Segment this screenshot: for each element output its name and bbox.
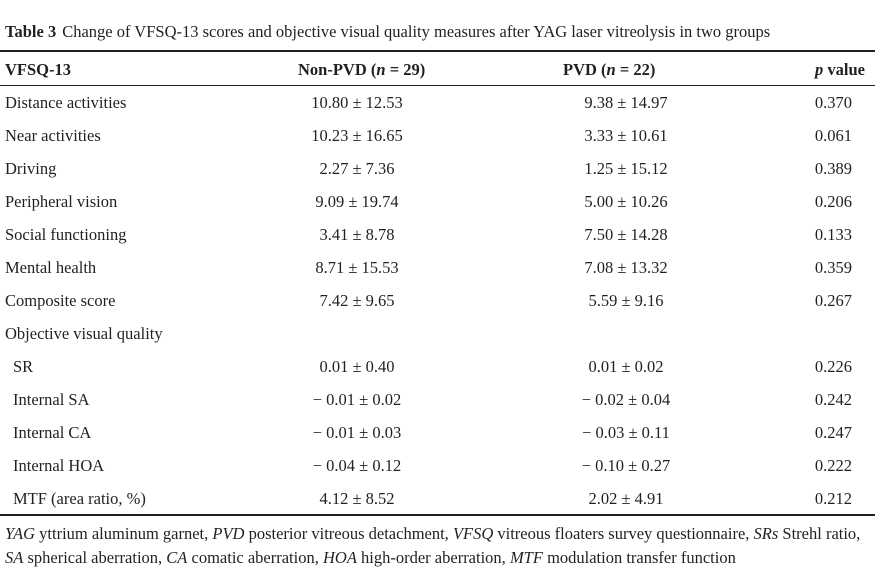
footnote-definition: comatic aberration, — [187, 548, 323, 567]
row-label: MTF (area ratio, %) — [13, 489, 146, 508]
top-rule — [0, 50, 875, 52]
p-value: 0.226 — [814, 357, 852, 376]
pvd-value: − 0.10 ± 0.27 — [581, 456, 671, 475]
pvd-value: 9.38 ± 14.97 — [584, 93, 668, 112]
pvd-value: 2.02 ± 4.91 — [588, 489, 664, 508]
row-label: Near activities — [5, 126, 101, 145]
footnote-abbr: MTF — [509, 548, 543, 567]
p-value: 0.370 — [814, 93, 852, 112]
non-pvd-value: 8.71 ± 15.53 — [315, 258, 399, 277]
pvd-value: 7.08 ± 13.32 — [584, 258, 668, 277]
header-p-value: p value — [815, 60, 865, 79]
row-label: Driving — [5, 159, 57, 178]
non-pvd-value: 9.09 ± 19.74 — [315, 192, 399, 211]
header-rule — [0, 85, 875, 86]
footnote-definition: vitreous floaters survey questionnaire, — [493, 524, 754, 543]
row-label: Composite score — [5, 291, 116, 310]
pvd-value: 0.01 ± 0.02 — [588, 357, 664, 376]
footnote-definition: modulation transfer function — [542, 548, 736, 567]
table-row: SR 0.01 ± 0.40 0.01 ± 0.02 0.226 — [0, 357, 875, 390]
p-value: 0.061 — [814, 126, 852, 145]
footnote-abbr: PVD — [212, 524, 245, 543]
non-pvd-value: 10.80 ± 12.53 — [311, 93, 403, 112]
footnote-definition: yttrium aluminum garnet, — [35, 524, 213, 543]
row-label: Distance activities — [5, 93, 127, 112]
non-pvd-value: − 0.04 ± 0.12 — [312, 456, 402, 475]
table-row: Internal CA − 0.01 ± 0.03 − 0.03 ± 0.11 0.2… — [0, 423, 875, 456]
footnote-abbr: HOA — [322, 548, 357, 567]
row-label: Mental health — [5, 258, 97, 277]
table-row: Objective visual quality — [0, 324, 875, 357]
p-value: 0.206 — [814, 192, 852, 211]
pvd-value: − 0.02 ± 0.04 — [581, 390, 671, 409]
non-pvd-value: 2.27 ± 7.36 — [319, 159, 395, 178]
table-row: MTF (area ratio, %) 4.12 ± 8.52 2.02 ± 4.9… — [0, 489, 875, 522]
p-value: 0.359 — [814, 258, 852, 277]
header-vfsq: VFSQ-13 — [5, 60, 71, 79]
row-label: Social functioning — [5, 225, 127, 244]
row-label: Objective visual quality — [5, 324, 163, 343]
non-pvd-value: − 0.01 ± 0.03 — [312, 423, 402, 442]
footnote-definition: posterior vitreous detachment, — [244, 524, 453, 543]
non-pvd-value: − 0.01 ± 0.02 — [312, 390, 402, 409]
non-pvd-value: 0.01 ± 0.40 — [319, 357, 395, 376]
table-row: Mental health 8.71 ± 15.53 7.08 ± 13.32 0.3… — [0, 258, 875, 291]
footnote-definition: high-order aberration, — [356, 548, 510, 567]
p-value: 0.212 — [814, 489, 852, 508]
table-label: Table 3 — [5, 22, 57, 41]
bottom-rule — [0, 514, 875, 516]
footnote-abbr: SA — [5, 548, 24, 567]
p-value: 0.267 — [814, 291, 852, 310]
non-pvd-value: 10.23 ± 16.65 — [311, 126, 403, 145]
row-label: Internal CA — [13, 423, 92, 442]
pvd-value: 7.50 ± 14.28 — [584, 225, 668, 244]
footnote-definition: spherical aberration, — [23, 548, 167, 567]
p-value: 0.247 — [814, 423, 852, 442]
non-pvd-value: 3.41 ± 8.78 — [319, 225, 395, 244]
p-value: 0.242 — [814, 390, 852, 409]
p-value: 0.133 — [814, 225, 852, 244]
non-pvd-value: 4.12 ± 8.52 — [319, 489, 395, 508]
table-row: Near activities 10.23 ± 16.65 3.33 ± 10.61… — [0, 126, 875, 159]
table-row: Driving 2.27 ± 7.36 1.25 ± 15.12 0.389 — [0, 159, 875, 192]
header-non-pvd: Non-PVD (n = 29) — [298, 60, 426, 79]
pvd-value: 5.00 ± 10.26 — [584, 192, 668, 211]
footnote-definition: Strehl ratio, — [778, 524, 861, 543]
pvd-value: 5.59 ± 9.16 — [588, 291, 664, 310]
row-label: Internal SA — [13, 390, 90, 409]
table-row: Composite score 7.42 ± 9.65 5.59 ± 9.16 0.2… — [0, 291, 875, 324]
row-label: Internal HOA — [13, 456, 105, 475]
footnote-abbr: CA — [166, 548, 188, 567]
table-caption: Table 3 Change of VFSQ-13 scores and obje… — [5, 22, 870, 42]
pvd-value: − 0.03 ± 0.11 — [582, 423, 670, 442]
table-footnote: YAG yttrium aluminum garnet, PVD posteri… — [5, 522, 870, 570]
non-pvd-value: 7.42 ± 9.65 — [319, 291, 395, 310]
footnote-abbr: SRs — [753, 524, 779, 543]
footnote-abbr: YAG — [5, 524, 36, 543]
pvd-value: 3.33 ± 10.61 — [584, 126, 668, 145]
row-label: Peripheral vision — [5, 192, 118, 211]
row-label: SR — [13, 357, 34, 376]
pvd-value: 1.25 ± 15.12 — [584, 159, 668, 178]
p-value: 0.389 — [814, 159, 852, 178]
table-title: Change of VFSQ-13 scores and objective v… — [62, 22, 771, 41]
table-row: Internal SA − 0.01 ± 0.02 − 0.02 ± 0.04 0.2… — [0, 390, 875, 423]
table-row: Distance activities 10.80 ± 12.53 9.38 ± 1… — [0, 93, 875, 126]
header-pvd: PVD (n = 22) — [563, 60, 656, 79]
table-row: Peripheral vision 9.09 ± 19.74 5.00 ± 10.2… — [0, 192, 875, 225]
footnote-abbr: VFSQ — [452, 524, 494, 543]
table-row: Internal HOA − 0.04 ± 0.12 − 0.10 ± 0.27 0.… — [0, 456, 875, 489]
table-row: Social functioning 3.41 ± 8.78 7.50 ± 14.2… — [0, 225, 875, 258]
p-value: 0.222 — [814, 456, 852, 475]
